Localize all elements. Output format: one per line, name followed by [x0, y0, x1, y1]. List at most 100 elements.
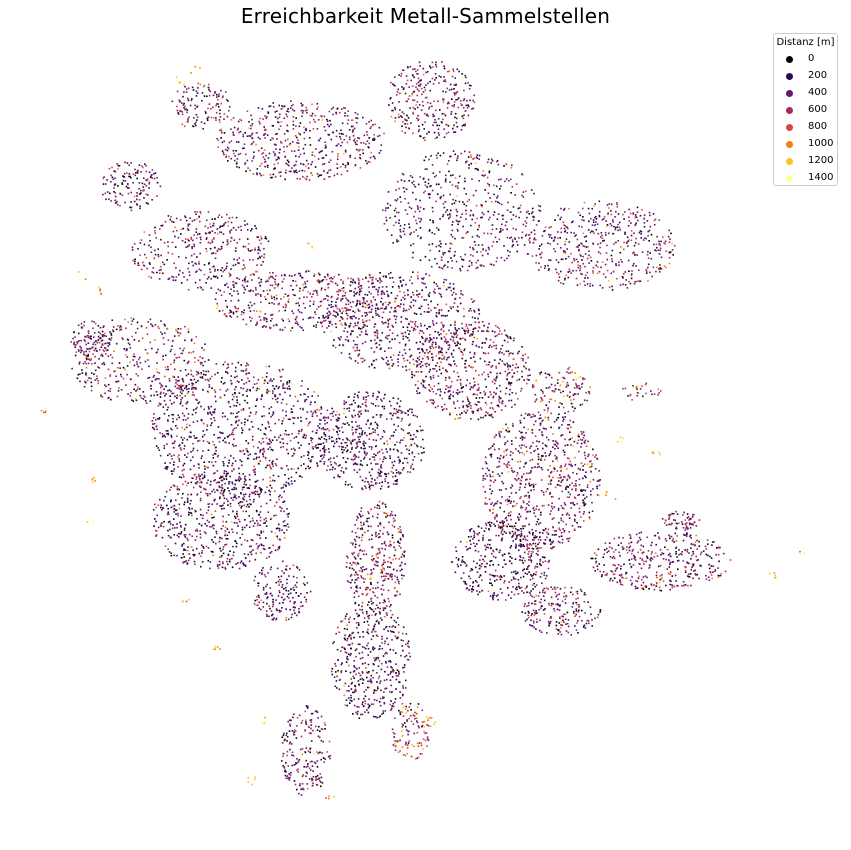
building-dot: [443, 278, 446, 281]
building-dot: [384, 473, 386, 475]
building-dot: [367, 395, 370, 397]
building-dot: [291, 167, 293, 169]
building-dot: [332, 106, 335, 109]
building-dot: [149, 400, 152, 402]
building-dot: [255, 389, 258, 392]
building-dot: [445, 279, 448, 281]
building-dot: [590, 217, 592, 220]
building-dot: [412, 291, 414, 294]
building-dot: [101, 353, 103, 356]
building-dot: [299, 122, 302, 124]
building-dot: [158, 402, 161, 405]
building-dot: [257, 249, 259, 251]
building-dot: [635, 214, 637, 216]
building-dot: [174, 385, 177, 388]
building-dot: [344, 166, 347, 169]
building-dot: [401, 86, 403, 88]
building-dot: [323, 317, 326, 319]
building-dot: [311, 112, 314, 115]
building-dot: [416, 106, 419, 109]
building-dot: [274, 116, 277, 118]
building-dot: [584, 253, 587, 255]
building-dot: [319, 137, 322, 140]
building-dot: [263, 149, 266, 151]
building-dot: [502, 214, 505, 217]
building-dot: [166, 409, 169, 411]
building-dot: [173, 335, 176, 337]
building-dot: [617, 213, 620, 215]
building-dot: [180, 388, 183, 390]
building-dot: [468, 84, 471, 87]
building-dot: [253, 465, 255, 468]
building-dot: [199, 361, 202, 364]
building-dot: [544, 267, 546, 270]
building-dot: [270, 176, 272, 179]
building-dot: [262, 152, 264, 154]
building-dot: [328, 304, 330, 306]
building-dot: [214, 452, 216, 455]
building-dot: [402, 357, 405, 360]
building-dot: [311, 455, 314, 458]
building-dot: [154, 339, 156, 341]
building-dot: [577, 246, 579, 248]
building-dot: [209, 223, 212, 225]
building-dot: [540, 243, 543, 246]
building-dot: [192, 391, 194, 393]
building-dot: [275, 144, 277, 146]
building-dot: [289, 107, 292, 109]
building-dot: [393, 423, 395, 426]
building-dot: [414, 414, 417, 417]
building-dot: [298, 125, 301, 127]
building-dot: [638, 269, 640, 271]
building-dot: [627, 259, 630, 262]
building-dot: [232, 264, 235, 267]
building-dot: [190, 436, 192, 438]
building-dot: [297, 302, 299, 304]
building-dot: [105, 385, 107, 388]
building-dot: [271, 317, 273, 320]
building-dot: [470, 156, 472, 158]
building-dot: [246, 159, 249, 162]
building-dot: [352, 439, 354, 441]
building-dot: [643, 226, 646, 228]
building-dot: [440, 308, 443, 311]
building-dot: [525, 222, 528, 224]
building-dot: [397, 285, 400, 288]
building-dot: [388, 341, 391, 343]
building-dot: [612, 219, 614, 221]
building-dot: [100, 394, 102, 397]
building-dot: [367, 160, 370, 163]
building-dot: [236, 259, 238, 261]
building-dot: [328, 169, 330, 172]
building-dot: [275, 275, 277, 277]
building-dot: [179, 391, 182, 393]
building-dot: [174, 440, 176, 443]
building-dot: [305, 467, 307, 470]
building-dot: [628, 208, 630, 211]
building-dot: [277, 283, 280, 285]
building-dot: [254, 249, 256, 251]
building-dot: [428, 292, 431, 294]
building-dot: [162, 406, 165, 408]
building-dot: [271, 176, 273, 179]
building-dot: [267, 422, 270, 425]
building-dot: [273, 480, 276, 482]
building-dot: [124, 368, 126, 371]
building-dot: [385, 473, 387, 475]
building-dot: [261, 395, 263, 398]
building-dot: [180, 436, 183, 439]
building-dot: [213, 389, 216, 391]
building-dot: [263, 319, 266, 321]
building-dot: [336, 163, 338, 165]
building-dot: [263, 433, 266, 435]
building-dot: [466, 106, 469, 109]
building-dot: [243, 264, 245, 266]
building-dot: [340, 336, 342, 338]
building-dot: [506, 228, 508, 231]
building-dot: [599, 242, 602, 244]
building-dot: [274, 436, 276, 438]
building-dot: [156, 271, 158, 274]
building-dot: [179, 347, 181, 350]
building-dot: [366, 304, 368, 307]
building-dot: [215, 275, 218, 277]
